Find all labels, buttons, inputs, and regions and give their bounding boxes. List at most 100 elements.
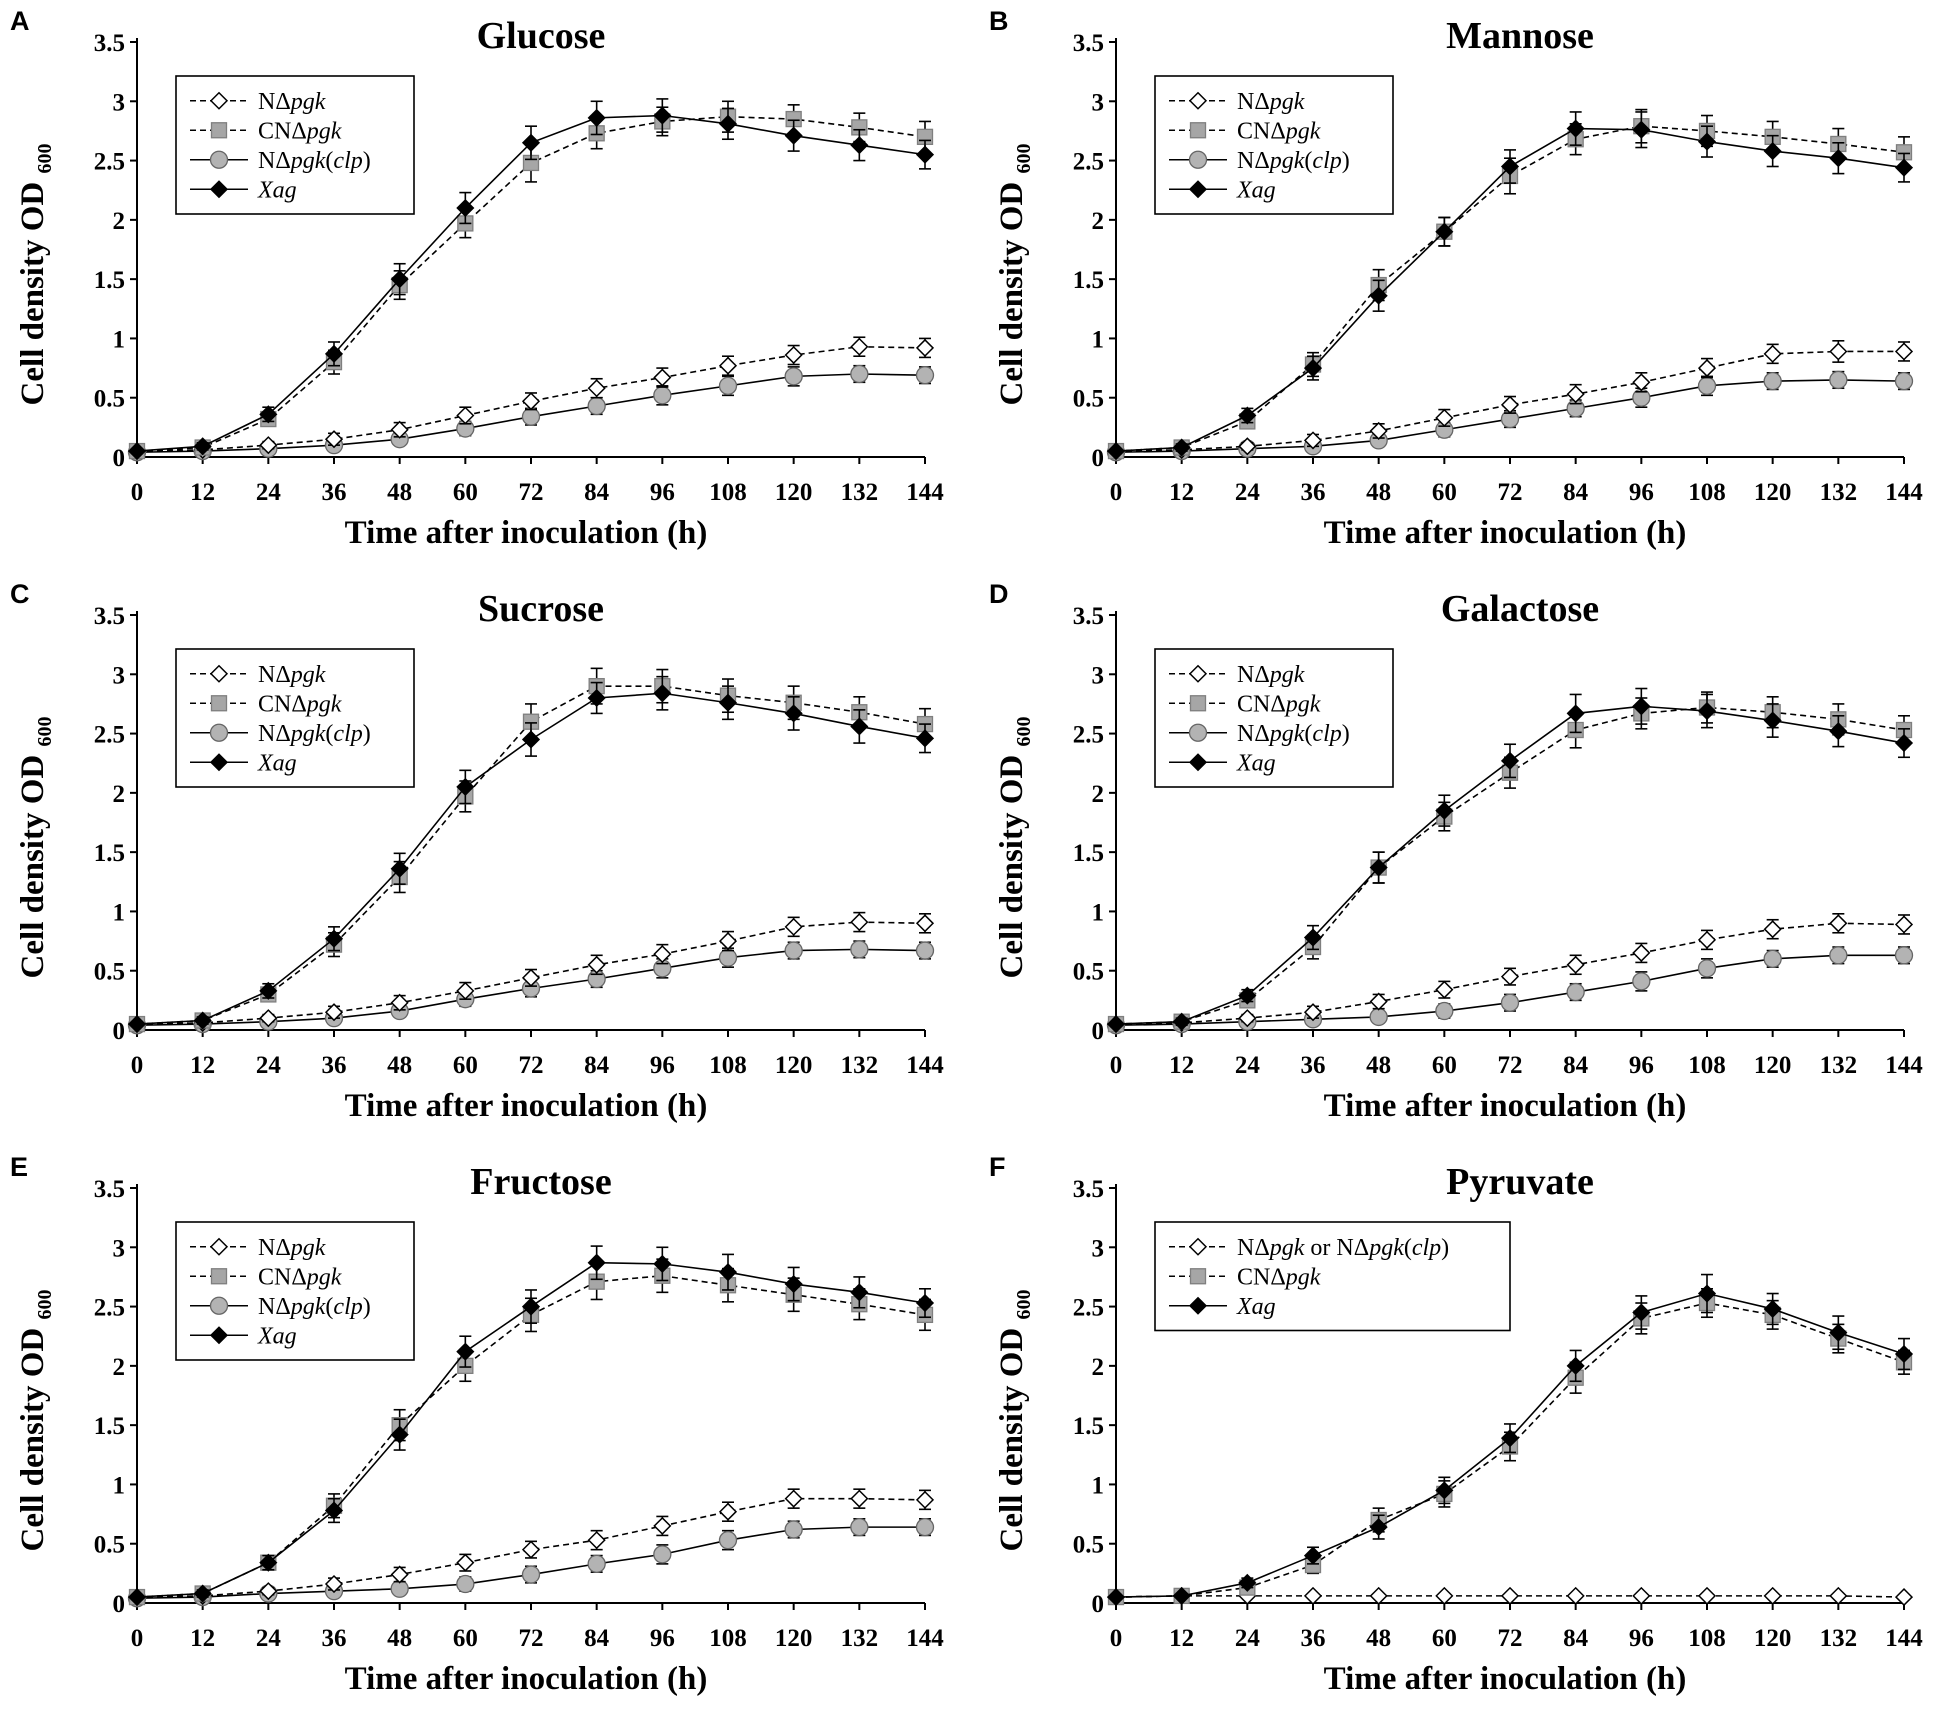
x-tick-label: 96: [650, 1625, 675, 1652]
x-tick-label: 108: [709, 1625, 747, 1652]
x-tick-label: 144: [1885, 1625, 1923, 1652]
data-point: [1566, 1356, 1585, 1375]
x-tick-label: 108: [709, 479, 747, 506]
data-point: [1303, 1003, 1323, 1022]
y-axis-label-main: Cell density OD: [15, 747, 51, 979]
x-tick-label: 72: [519, 1625, 544, 1652]
legend: NΔpgk CNΔpgk NΔpgk(clp) Xag: [175, 648, 415, 788]
data-point: [1106, 1015, 1126, 1034]
x-tick-label: 12: [190, 479, 215, 506]
x-tick-label: 72: [1498, 1625, 1523, 1652]
x-axis-label: Time after inoculation (h): [345, 515, 708, 551]
chart-title: Galactose: [1441, 588, 1599, 630]
data-point: [653, 684, 672, 703]
x-tick-label: 24: [256, 1625, 282, 1652]
data-point: [718, 114, 738, 133]
legend-label: NΔpgk(clp): [258, 721, 371, 747]
y-axis-label: Cell density OD 600: [994, 144, 1035, 406]
data-point: [127, 1015, 147, 1034]
legend: NΔpgk CNΔpgk NΔpgk(clp) Xag: [175, 75, 415, 215]
data-point: [1566, 982, 1585, 1002]
data-point: [1829, 722, 1848, 741]
y-tick-label: 3.5: [94, 1176, 125, 1203]
series-line: [1115, 954, 1904, 1027]
x-tick-label: 144: [906, 1052, 944, 1079]
panel-f: F Pyruvate 0 0.5 1 1.5 2 2.5 3 3.5 0 12 24 36 48 60 72 84…: [989, 1152, 1923, 1697]
data-point: [324, 1003, 344, 1022]
data-point: [456, 1553, 475, 1572]
legend-marker: [210, 1268, 228, 1285]
legend: NΔpgk CNΔpgk NΔpgk(clp) Xag: [1154, 648, 1394, 788]
legend-marker: [209, 150, 229, 169]
data-point: [324, 1574, 344, 1594]
panel-b: B Mannose 0 0.5 1 1.5 2 2.5 3 3.5 0 12 24 36 48 60 72 84 9…: [989, 6, 1923, 551]
data-point: [1238, 986, 1257, 1005]
x-tick-label: 24: [1235, 479, 1261, 506]
data-point: [587, 1531, 606, 1550]
data-point: [1238, 406, 1257, 425]
data-point: [1435, 801, 1454, 820]
legend-marker: [1188, 150, 1208, 169]
series-wildtype: [127, 1245, 935, 1607]
data-point: [1894, 371, 1914, 391]
data-point: [324, 929, 344, 948]
x-tick-label: 48: [1366, 1052, 1391, 1079]
legend-marker: [209, 753, 229, 772]
data-point: [850, 364, 869, 384]
data-point: [193, 437, 212, 456]
legend-label: NΔpgk: [1237, 662, 1305, 688]
data-point: [390, 1565, 409, 1584]
data-point: [390, 270, 409, 289]
data-point: [718, 356, 738, 375]
x-tick-label: 0: [131, 1052, 144, 1079]
x-tick-label: 96: [650, 479, 675, 506]
data-point: [1894, 342, 1914, 361]
data-point: [456, 198, 475, 218]
y-tick-label: 2.5: [1073, 722, 1104, 749]
data-point: [1697, 132, 1717, 151]
legend-label: CNΔpgk: [258, 118, 342, 144]
x-tick-label: 96: [1629, 1625, 1654, 1652]
panel-letter: D: [989, 579, 1009, 609]
y-tick-label: 3: [113, 662, 126, 689]
legend-label: NΔpgk: [258, 89, 326, 115]
y-axis-label: Cell density OD 600: [15, 717, 56, 979]
y-tick-label: 2: [1092, 208, 1105, 235]
data-point: [456, 1342, 475, 1361]
data-point: [1172, 1012, 1191, 1031]
y-axis-label-subscript: 600: [1013, 717, 1035, 747]
x-tick-label: 120: [775, 1625, 813, 1652]
y-tick-label: 0: [1092, 445, 1105, 472]
data-point: [718, 1263, 738, 1282]
x-tick-label: 108: [1688, 479, 1726, 506]
x-tick-label: 120: [1754, 1625, 1792, 1652]
x-tick-label: 84: [1563, 1052, 1589, 1079]
y-tick-label: 2.5: [94, 722, 125, 749]
y-tick-label: 0.5: [1073, 1532, 1104, 1559]
data-point: [1763, 344, 1782, 363]
data-point: [259, 1009, 278, 1028]
data-point: [850, 1517, 869, 1537]
y-tick-label: 1.5: [1073, 1413, 1104, 1440]
x-tick-label: 84: [584, 1052, 610, 1079]
data-point: [850, 1283, 869, 1302]
data-point: [850, 337, 869, 356]
legend-label: NΔpgk(clp): [1237, 148, 1350, 174]
data-point: [1303, 1586, 1323, 1605]
data-point: [127, 442, 147, 461]
x-tick-label: 120: [775, 1052, 813, 1079]
data-point: [1106, 1588, 1126, 1607]
y-tick-label: 3.5: [1073, 1176, 1104, 1203]
legend-marker: [1188, 753, 1208, 772]
data-point: [1894, 733, 1914, 753]
panel-letter: C: [10, 579, 30, 609]
legend-label: NΔpgk(clp): [258, 1294, 371, 1320]
data-point: [1435, 222, 1454, 241]
y-axis-label-main: Cell density OD: [994, 1320, 1030, 1552]
data-point: [1303, 431, 1323, 450]
data-point: [1829, 370, 1848, 390]
data-point: [1566, 955, 1585, 974]
series-mutant: [1106, 912, 1914, 1034]
x-tick-label: 108: [1688, 1052, 1726, 1079]
data-point: [390, 859, 409, 878]
